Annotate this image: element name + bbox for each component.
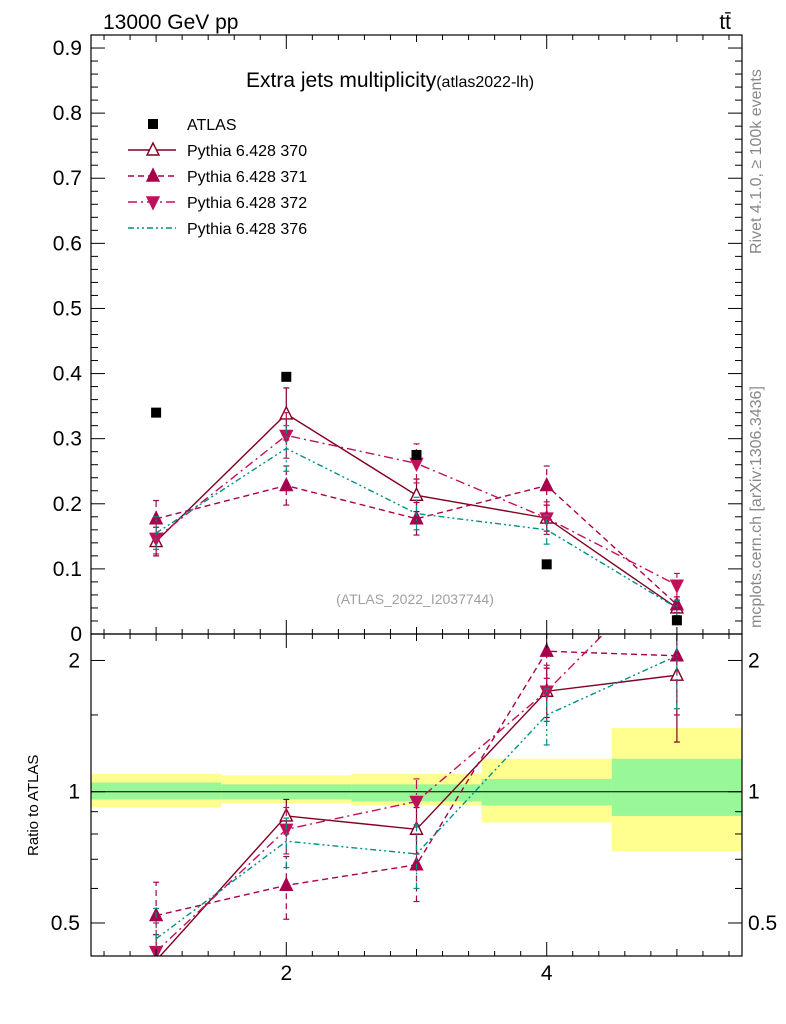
legend-label: Pythia 6.428 372	[187, 195, 307, 212]
legend-marker	[148, 119, 158, 129]
legend-label: Pythia 6.428 376	[187, 221, 307, 238]
legend-marker	[145, 141, 161, 156]
ratio-uncertainty-bands	[91, 728, 742, 852]
series-marker	[409, 510, 424, 525]
ratio-y-tick-label-right: 1	[748, 781, 760, 804]
axis-tick-labels: 0 0.1 0.2 0.3 0.4 0.5 0.6 0.7 0.8 0.9 2 4 0.5 0.5 1 1 2 2	[51, 37, 777, 985]
legend-item: Pythia 6.428 372	[128, 195, 307, 212]
main-y-tick-label: 0.1	[53, 558, 82, 581]
series-ratio-marker	[671, 555, 683, 567]
series-marker	[539, 476, 554, 492]
ratio-band-inner	[611, 758, 742, 816]
series-ratio-marker	[539, 642, 554, 657]
main-y-tick-label: 0.2	[53, 493, 82, 516]
atlas-data-point	[411, 449, 422, 460]
rivet-label: Rivet 4.1.0, ≥ 100k events	[748, 69, 765, 254]
ratio-plot-series	[148, 555, 685, 956]
atlas-data-point	[671, 615, 682, 626]
x-tick-label: 2	[280, 962, 292, 985]
series-marker	[669, 596, 685, 611]
series-line	[155, 447, 678, 609]
axis-ticks	[91, 35, 742, 956]
series-marker	[279, 476, 294, 492]
main-y-tick-label: 0.7	[53, 167, 82, 190]
main-y-tick-label: 0.8	[53, 102, 82, 125]
series-ratio-marker	[279, 876, 294, 892]
main-y-tick-label: 0.3	[53, 428, 82, 451]
main-y-tick-label: 0.6	[53, 232, 82, 255]
atlas-data-point	[541, 559, 552, 570]
legend: ATLAS Pythia 6.428 370 Pythia 6.428 371 Pyt…	[128, 117, 307, 238]
ratio-y-tick-label-left: 1	[68, 781, 80, 804]
legend-label: ATLAS	[187, 117, 237, 134]
series-marker	[669, 579, 685, 594]
analysis-label: (ATLAS_2022_I2037744)	[336, 591, 494, 607]
ratio-plot-frame	[90, 633, 743, 957]
main-y-tick-label: 0.9	[53, 37, 82, 60]
series-marker	[409, 486, 424, 502]
ratio-y-tick-label-right: 2	[748, 649, 760, 672]
ratio-y-tick-label-left: 2	[68, 649, 80, 672]
series-marker	[148, 510, 164, 525]
ratio-y-tick-label-right: 0.5	[748, 912, 777, 935]
main-plot-series	[148, 371, 685, 626]
atlas-data-point	[281, 371, 292, 382]
legend-label: Pythia 6.428 371	[187, 169, 307, 186]
main-y-tick-label: 0.4	[53, 363, 83, 386]
ratio-y-tick-label-left: 0.5	[51, 912, 80, 935]
ratio-band-inner	[91, 782, 222, 800]
main-y-tick-label: 0.5	[53, 297, 82, 320]
energy-label: 13000 GeV pp	[103, 11, 238, 34]
legend-marker	[145, 167, 161, 182]
legend-item: Pythia 6.428 376	[128, 221, 307, 238]
series-marker	[539, 512, 554, 527]
chart-title: Extra jets multiplicity(atlas2022-lh)	[246, 69, 534, 92]
series-line	[155, 484, 678, 606]
chart-title-main: Extra jets multiplicity	[246, 69, 437, 92]
chart-title-suffix: (atlas2022-lh)	[436, 74, 534, 91]
series-ratio-line	[155, 634, 605, 953]
mcplots-label: mcplots.cern.ch [arXiv:1306.3436]	[748, 386, 765, 628]
legend-marker	[145, 196, 161, 211]
atlas-data-point	[151, 407, 162, 418]
ratio-y-axis-label: Ratio to ATLAS	[25, 755, 42, 856]
main-y-tick-label: 0	[70, 623, 82, 646]
series-ratio-marker	[409, 795, 424, 811]
ratio-band-inner	[351, 784, 482, 802]
series-marker	[409, 457, 424, 472]
process-label: tt̄	[719, 11, 731, 34]
legend-item: Pythia 6.428 370	[128, 141, 307, 160]
legend-item: Pythia 6.428 371	[128, 167, 307, 186]
legend-item: ATLAS	[148, 117, 237, 134]
legend-label: Pythia 6.428 370	[187, 143, 307, 160]
x-tick-label: 4	[541, 962, 553, 985]
